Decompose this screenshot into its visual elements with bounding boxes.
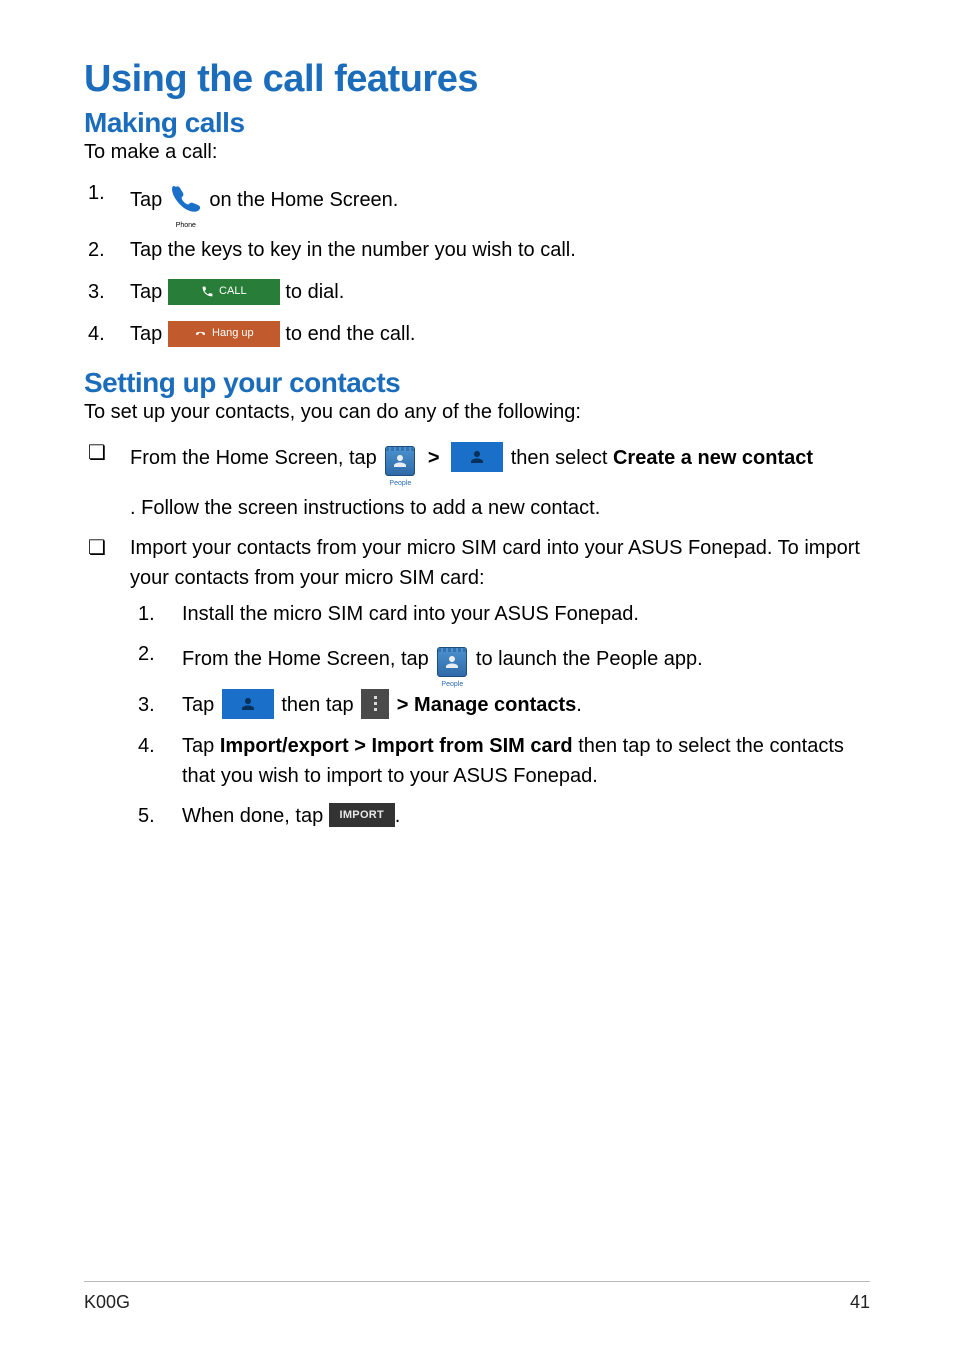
footer-page-number: 41 xyxy=(850,1292,870,1313)
section-contacts-heading: Setting up your contacts xyxy=(84,367,870,399)
handset-icon xyxy=(170,184,202,212)
sub5-a: When done, tap xyxy=(182,805,329,827)
phone-app-icon: Phone xyxy=(168,184,204,229)
overflow-menu-icon xyxy=(361,689,389,719)
import-sim-steps: Install the micro SIM card into your ASU… xyxy=(130,599,870,831)
person-icon xyxy=(391,452,409,470)
bullet-create-contact: From the Home Screen, tap People > then … xyxy=(84,438,870,523)
step3-text-b: to dial. xyxy=(280,281,344,303)
step3-text-a: Tap xyxy=(130,281,168,303)
sub5-b: . xyxy=(395,805,401,827)
hangup-button-label: Hang up xyxy=(212,325,254,342)
step-3: Tap CALL to dial. xyxy=(84,277,870,307)
step-4: Tap Hang up to end the call. xyxy=(84,319,870,349)
person-icon xyxy=(443,653,461,671)
bullet1-c: then select xyxy=(505,447,613,469)
step1-text-b: on the Home Screen. xyxy=(204,189,399,211)
import-button: IMPORT xyxy=(329,803,395,827)
sub-step-4: Tap Import/export > Import from SIM card… xyxy=(130,731,870,791)
step4-text-b: to end the call. xyxy=(280,323,416,345)
phone-app-label: Phone xyxy=(168,222,204,229)
page-title: Using the call features xyxy=(84,58,870,101)
page-footer: K00G 41 xyxy=(84,1281,870,1313)
contacts-intro: To set up your contacts, you can do any … xyxy=(84,401,870,424)
person-silhouette-icon xyxy=(468,448,486,466)
sub-step-3: Tap then tap > Manage contacts. xyxy=(130,690,870,721)
section-making-calls-heading: Making calls xyxy=(84,107,870,139)
bullet1-a: From the Home Screen, tap xyxy=(130,447,382,469)
bullet1-bold: Create a new contact xyxy=(613,447,813,469)
sub3-gt: > xyxy=(397,694,409,716)
making-calls-intro: To make a call: xyxy=(84,141,870,164)
step4-text-a: Tap xyxy=(130,323,168,345)
step1-text-a: Tap xyxy=(130,189,168,211)
bullet2-intro: Import your contacts from your micro SIM… xyxy=(130,537,860,589)
sub3-b: then tap xyxy=(276,694,359,716)
sub-step-5: When done, tap IMPORT. xyxy=(130,801,870,831)
call-button: CALL xyxy=(168,279,280,305)
people-app-label-2: People xyxy=(435,681,469,688)
chevron-gt: > xyxy=(428,447,440,469)
people-app-icon-2: People xyxy=(435,647,469,688)
person-silhouette-icon xyxy=(239,695,257,713)
call-button-label: CALL xyxy=(219,283,247,300)
footer-model: K00G xyxy=(84,1292,130,1313)
sub3-bold: Manage contacts xyxy=(414,694,576,716)
contacts-tab-tile xyxy=(451,442,503,472)
bullet-import-sim: Import your contacts from your micro SIM… xyxy=(84,533,870,831)
making-calls-steps: Tap Phone on the Home Screen. Tap the ke… xyxy=(84,178,870,349)
people-app-icon: People xyxy=(383,446,417,487)
sub3-a: Tap xyxy=(182,694,220,716)
call-handset-icon xyxy=(201,285,214,298)
hangup-button: Hang up xyxy=(168,321,280,347)
sub-step-1: Install the micro SIM card into your ASU… xyxy=(130,599,870,629)
hangup-handset-icon xyxy=(194,327,207,340)
sub4-a: Tap xyxy=(182,735,220,757)
step-2: Tap the keys to key in the number you wi… xyxy=(84,235,870,265)
sub2-a: From the Home Screen, tap xyxy=(182,648,434,670)
sub3-c: . xyxy=(576,694,582,716)
sub-step-2: From the Home Screen, tap People to laun… xyxy=(130,639,870,680)
people-app-label: People xyxy=(383,480,417,487)
bullet1-d: . Follow the screen instructions to add … xyxy=(130,493,870,523)
sub2-b: to launch the People app. xyxy=(470,648,702,670)
contacts-bullets: From the Home Screen, tap People > then … xyxy=(84,438,870,831)
sub4-bold: Import/export > Import from SIM card xyxy=(220,735,573,757)
step-1: Tap Phone on the Home Screen. xyxy=(84,178,870,223)
contacts-tab-tile-2 xyxy=(222,689,274,719)
